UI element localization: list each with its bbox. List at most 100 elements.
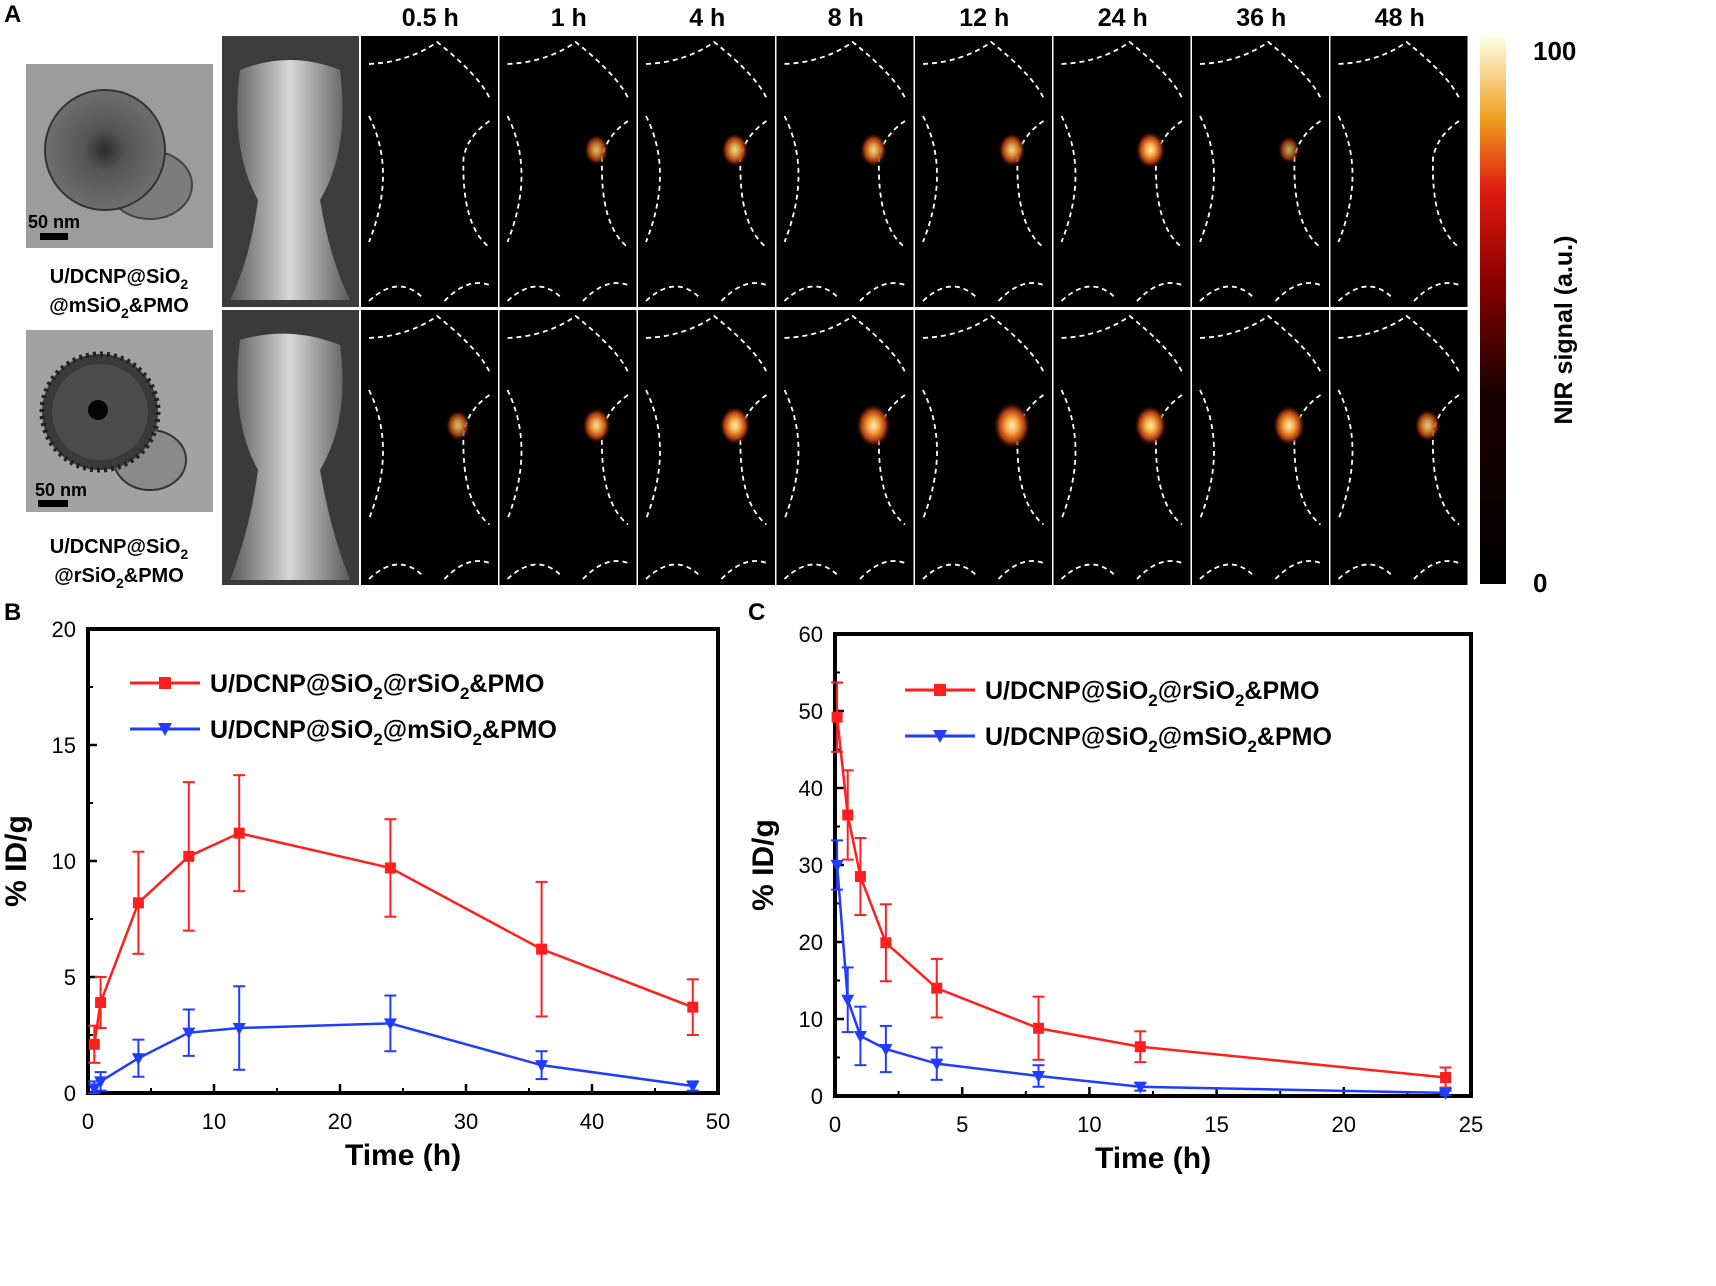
data-point (88, 1038, 100, 1050)
colorbar-label: NIR signal (a.u.) (1550, 236, 1578, 425)
nir-image (1192, 36, 1329, 307)
body-outline (1337, 40, 1460, 302)
nir-image (1330, 36, 1468, 307)
scale-bar-line (38, 500, 68, 507)
legend-label: U/DCNP@SiO2@rSiO2&PMO (210, 670, 544, 703)
time-label: 0.5 h (402, 4, 459, 32)
time-label: 12 h (959, 4, 1009, 32)
nir-signal-spot (993, 402, 1031, 449)
body-outline (1337, 314, 1460, 580)
data-point (880, 937, 892, 949)
panel-a: A 50 nm 50 nm U/DCNP@SiO2 @mSiO2&PMO U/D… (4, 1, 1578, 598)
nir-signal-spot (1134, 405, 1167, 446)
data-point (383, 1018, 397, 1031)
data-point (1134, 1041, 1146, 1053)
data-point (87, 1083, 101, 1096)
tem-image-bottom (26, 330, 213, 512)
body-outline (1199, 314, 1322, 580)
tem-image-top (26, 64, 213, 248)
y-tick-label: 0 (64, 1081, 76, 1106)
x-tick-label: 50 (706, 1109, 730, 1134)
y-tick-label: 20 (799, 930, 823, 955)
y-tick-label: 60 (799, 622, 823, 647)
nir-image (915, 36, 1052, 307)
data-point (1440, 1072, 1452, 1084)
nir-signal-spot (719, 406, 751, 445)
data-point (687, 1001, 699, 1013)
time-label: 8 h (828, 4, 864, 32)
sample-label-bottom-line1: U/DCNP@SiO2 (50, 536, 189, 562)
nir-signal-spot (998, 133, 1026, 167)
x-tick-label: 25 (1459, 1112, 1483, 1137)
colorbar-max: 100 (1533, 36, 1576, 66)
body-outline (783, 314, 906, 580)
data-point (1439, 1087, 1453, 1100)
nir-signal-spot (860, 133, 887, 167)
body-outline (368, 314, 491, 580)
data-point (132, 897, 144, 909)
y-tick-label: 50 (799, 699, 823, 724)
series-line (93, 1022, 693, 1090)
y-tick-label: 15 (52, 733, 76, 758)
data-point (95, 997, 107, 1009)
legend-label: U/DCNP@SiO2@rSiO2&PMO (985, 677, 1319, 710)
nir-signal-spot (856, 403, 891, 448)
series-line (835, 864, 1446, 1095)
body-outline (1060, 314, 1183, 580)
mouse-photo-bottom (222, 310, 359, 585)
sample-label-top-line2: @mSiO2&PMO (49, 295, 189, 321)
nir-image (499, 310, 637, 585)
x-tick-label: 5 (956, 1112, 968, 1137)
colorbar (1480, 36, 1506, 584)
data-point (1133, 1081, 1147, 1094)
body-outline (645, 314, 768, 580)
y-tick-label: 0 (811, 1084, 823, 1109)
chart-b: 0 10 20 30 40 50 0 5 10 15 20 Time (h) % ID/g U/DCNP@… (0, 617, 730, 1172)
nir-image (915, 310, 1052, 585)
nir-signal-spot (582, 407, 611, 444)
body-outline (922, 314, 1045, 580)
x-axis-label: Time (h) (345, 1139, 461, 1172)
mouse-photo-top (222, 36, 359, 307)
panel-letter-b: B (4, 599, 21, 626)
nir-signal-spot (1272, 405, 1305, 446)
legend-marker (934, 684, 946, 696)
nir-image (361, 36, 498, 307)
data-point (830, 860, 844, 872)
y-tick-label: 20 (52, 617, 76, 642)
y-tick-label: 10 (799, 1007, 823, 1032)
data-point (1032, 1070, 1046, 1083)
scale-bar-line (40, 233, 68, 240)
nir-signal-spot (1135, 131, 1166, 169)
y-tick-label: 5 (64, 965, 76, 990)
time-label: 36 h (1236, 4, 1286, 32)
nir-image (776, 310, 914, 585)
x-tick-label: 40 (580, 1109, 604, 1134)
series-line (93, 831, 694, 1045)
time-label: 24 h (1098, 4, 1148, 32)
data-point (854, 871, 866, 883)
colorbar-min: 0 (1533, 568, 1547, 598)
nir-signal-spot (584, 134, 609, 166)
time-label: 4 h (689, 4, 725, 32)
data-point (232, 1023, 246, 1036)
nir-image (1192, 310, 1329, 585)
data-point (853, 1030, 867, 1043)
x-tick-label: 20 (328, 1109, 352, 1134)
y-tick-label: 30 (799, 853, 823, 878)
data-point (1033, 1022, 1045, 1034)
nir-signal-spot (721, 133, 749, 167)
data-point (131, 1053, 145, 1066)
data-point (841, 994, 855, 1007)
data-point (384, 862, 396, 874)
data-point (182, 1027, 196, 1040)
body-outline (368, 40, 491, 302)
nir-signal-spot (1414, 409, 1441, 442)
body-outline (506, 314, 629, 580)
panel-letter-a: A (4, 1, 21, 28)
legend-marker (159, 677, 171, 689)
nir-signal-spot (1278, 136, 1300, 164)
nir-image (776, 36, 914, 307)
data-point (842, 809, 854, 821)
